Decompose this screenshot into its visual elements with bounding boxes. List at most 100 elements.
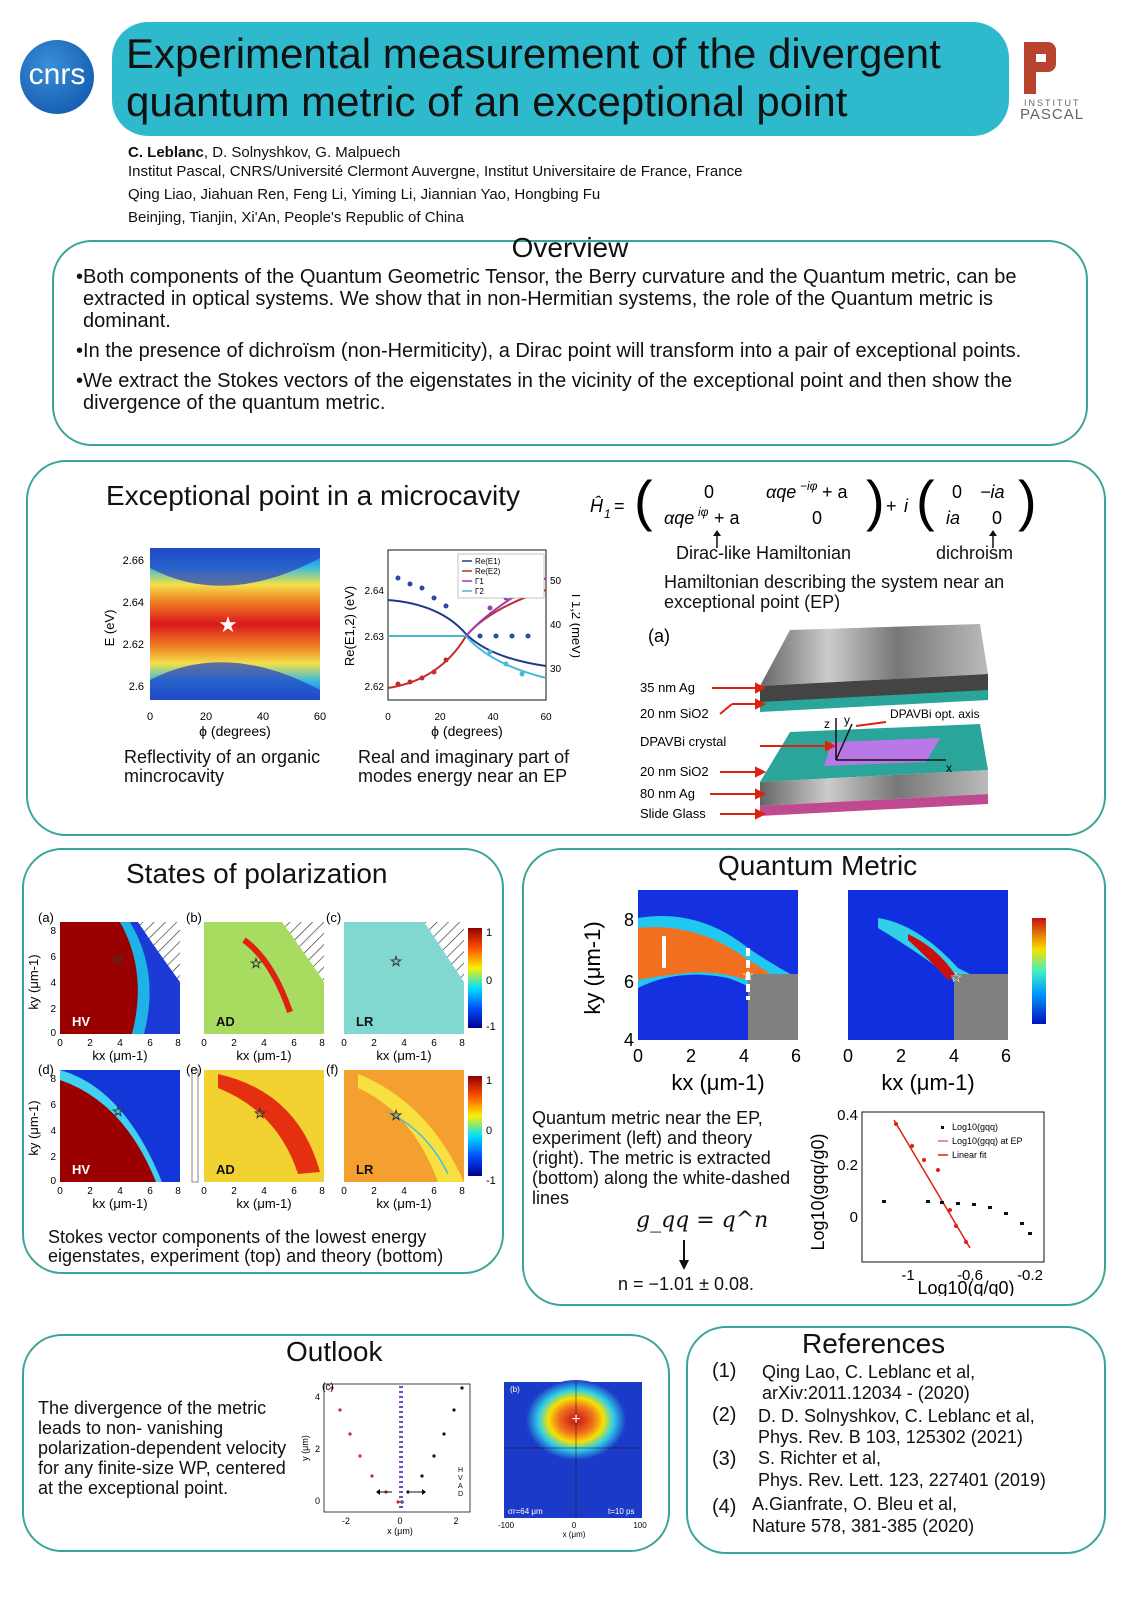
- svg-text:+ a: + a: [822, 482, 849, 502]
- fig2-ytick-1: 2.64: [365, 586, 385, 597]
- authors-1: C. Leblanc, D. Solnyshkov, G. Malpuech: [128, 143, 400, 163]
- qm-xt-l0: 0: [633, 1046, 643, 1066]
- polarization-panel: [22, 848, 504, 1274]
- svg-text:0: 0: [812, 508, 822, 528]
- sop-panel-b: (b): [186, 912, 202, 925]
- svg-text:1: 1: [604, 507, 611, 521]
- svg-text:+: +: [571, 1411, 580, 1428]
- fig-b-note1: σr=64 μm: [508, 1507, 543, 1516]
- fig-c-legend-a: A: [458, 1483, 463, 1490]
- qm-xt-l4: 4: [739, 1046, 749, 1066]
- svg-text:0: 0: [992, 508, 1002, 528]
- svg-text:=: =: [614, 496, 625, 516]
- sop-panel-f: (f): [326, 1062, 338, 1077]
- sop-yt-d6: 6: [50, 1100, 56, 1111]
- fig2-legend-1: Re(E1): [475, 557, 501, 566]
- qm-xt-r0: 0: [843, 1046, 853, 1066]
- qm-title: Quantum Metric: [718, 850, 918, 881]
- sop-xlabel-e: kx (μm-1): [236, 1196, 291, 1211]
- sop-xt-e0: 0: [201, 1186, 207, 1197]
- fig2-ytick-2: 2.63: [365, 632, 385, 643]
- page-title-line1: Experimental measurement of the divergen…: [126, 30, 941, 77]
- qm-ytick-6: 6: [624, 972, 634, 992]
- sop-panel-c: (c): [326, 912, 341, 925]
- qm-result: n = −1.01 ± 0.08.: [618, 1274, 754, 1294]
- hamiltonian-caption: Hamiltonian describing the system near a…: [664, 572, 1005, 612]
- cnrs-logo: [20, 40, 94, 114]
- sop-xlabel-a: kx (μm-1): [92, 1048, 147, 1063]
- svg-text:−iφ: −iφ: [800, 479, 818, 493]
- svg-text:i: i: [904, 496, 909, 516]
- sop-xt-b8: 8: [319, 1038, 325, 1049]
- reflectivity-map: ★ 2.66 2.64 2.62 2.6 0 20 40 60 ϕ (degre…: [96, 548, 336, 748]
- stack-l3: DPAVBi crystal: [640, 734, 726, 749]
- fig2-xlabel: ϕ (degrees): [431, 723, 503, 739]
- sop-xlabel-f: kx (μm-1): [376, 1196, 431, 1211]
- fig-b-xtick-0: 0: [572, 1521, 577, 1530]
- ref-1-line2: arXiv:2011.12034 - (2020): [762, 1383, 970, 1403]
- qm-xlabel-left: kx (μm-1): [671, 1070, 764, 1095]
- overview-panel: [52, 240, 1088, 446]
- svg-text:☆: ☆: [390, 1107, 403, 1123]
- fig-b-label: (b): [510, 1385, 520, 1394]
- qm-plot-ylabel: Log10(gqq/g0): [808, 1133, 828, 1250]
- ref-4-number: (4): [712, 1496, 737, 1518]
- arrow-dichroism: [988, 530, 998, 548]
- fig-c-ytick-4: 4: [315, 1392, 320, 1402]
- sop-title: States of polarization: [126, 858, 388, 889]
- sop-cbar-top-m1: -1: [486, 1021, 496, 1033]
- sop-map-label-hv2: HV: [72, 1162, 90, 1177]
- sop-xt-f6: 6: [431, 1186, 437, 1197]
- qm-ytick-8: 8: [624, 910, 634, 930]
- qm-xt-r2: 2: [896, 1046, 906, 1066]
- fig1-xtick-3: 40: [257, 711, 269, 723]
- svg-text:☆: ☆: [112, 1103, 125, 1119]
- fig2-ylabel: Re(E1,2) (eV): [342, 586, 357, 666]
- qm-log-plot: Log10(gqq) Log10(gqq) at EP Linear fit 0…: [800, 1100, 1062, 1298]
- references-panel: [686, 1326, 1106, 1554]
- svg-text:0: 0: [952, 482, 962, 502]
- sop-map-label-lr: LR: [356, 1014, 374, 1029]
- sop-ylabel-bottom: ky (μm-1): [28, 1100, 41, 1155]
- sop-xt-c6: 6: [431, 1038, 437, 1049]
- sop-xt-a8: 8: [175, 1038, 181, 1049]
- dichroism-label: dichroism: [936, 543, 1014, 563]
- qm-plot-xlabel: Log10(q/q0): [917, 1278, 1014, 1296]
- fig-c-ytick-0: 0: [315, 1496, 320, 1506]
- svg-text:☆: ☆: [254, 1105, 267, 1121]
- page-title-line2: quantum metric of an exceptional point: [126, 78, 848, 125]
- sop-yt-a2: 2: [50, 1004, 56, 1015]
- sop-xt-e6: 6: [291, 1186, 297, 1197]
- fig2-ylabel2: Γ1,2 (meV): [569, 594, 580, 658]
- qm-legend-1: Log10(gqq): [952, 1122, 998, 1132]
- fig-c-legend-v: V: [458, 1475, 463, 1482]
- svg-text:☆: ☆: [250, 955, 263, 971]
- sop-cbar-top-1: 1: [486, 927, 492, 939]
- svg-text:★: ★: [218, 612, 238, 637]
- fig-b-note2: t=10 ps: [608, 1507, 634, 1516]
- qm-plot-xtick-1: -1: [901, 1267, 914, 1284]
- fig2-legend-2: Re(E2): [475, 567, 501, 576]
- fig1-xtick-4: 60: [314, 711, 326, 723]
- sop-panel-d: (d): [38, 1062, 54, 1077]
- qm-plot-xtick-2: -0.6: [957, 1267, 983, 1284]
- energy-plot: Re(E1) Re(E2) Γ1 Γ2 2.64 2.63 2.62 50 40…: [340, 548, 584, 748]
- overview-bullet-3: We extract the Stokes vectors of the eig…: [83, 370, 1013, 414]
- fig-b-xlabel: x (μm): [563, 1530, 586, 1539]
- svg-text:☆: ☆: [390, 953, 403, 969]
- sop-panel-e: (e): [186, 1062, 202, 1077]
- qm-legend-3: Linear fit: [952, 1150, 987, 1160]
- lead-author: C. Leblanc: [128, 144, 204, 161]
- institut-pascal-logo: [1022, 40, 1056, 96]
- fig1-ytick-3: 2.62: [123, 639, 144, 651]
- sop-xt-b2: 2: [231, 1038, 237, 1049]
- sop-yt-d0: 0: [50, 1176, 56, 1187]
- svg-text:): ): [1018, 472, 1037, 532]
- sop-map-label-lr2: LR: [356, 1162, 374, 1177]
- fig2-y2tick-2: 40: [550, 620, 562, 631]
- fig-c-legend-h: H: [458, 1467, 463, 1474]
- ref-4-line1: A.Gianfrate, O. Bleu et al,: [752, 1494, 958, 1514]
- sop-yt-d8: 8: [50, 1074, 56, 1085]
- sop-xt-d0: 0: [57, 1186, 63, 1197]
- sop-xt-b4: 4: [261, 1038, 267, 1049]
